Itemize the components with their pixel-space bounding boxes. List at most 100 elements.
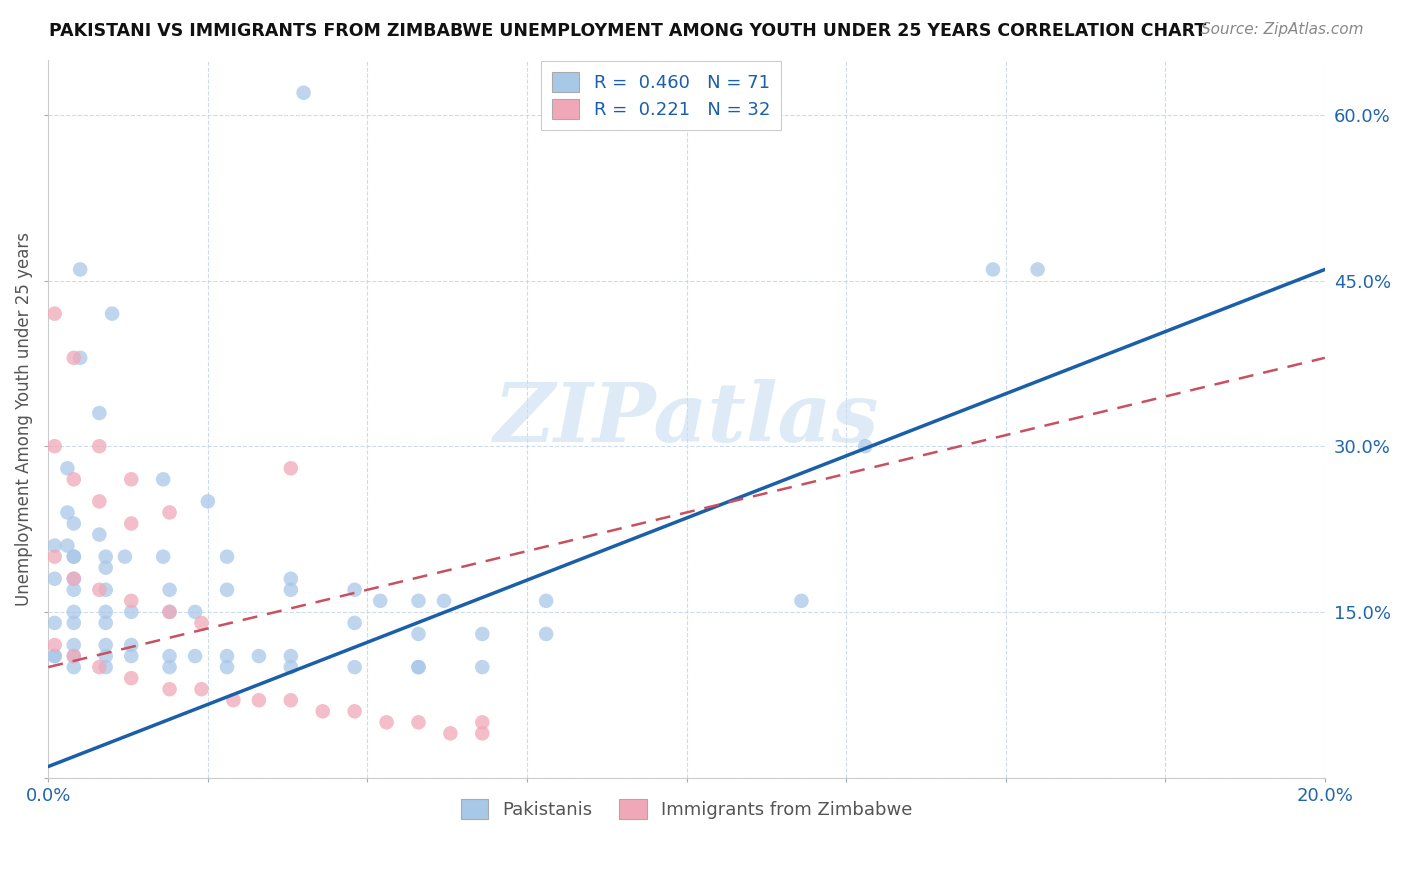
Point xyxy=(853,439,876,453)
Point xyxy=(280,572,302,586)
Point xyxy=(471,715,494,730)
Point xyxy=(94,648,117,663)
Point xyxy=(94,582,117,597)
Point xyxy=(44,648,66,663)
Point xyxy=(280,582,302,597)
Point xyxy=(433,594,456,608)
Point xyxy=(89,527,111,541)
Point xyxy=(1026,262,1049,277)
Point xyxy=(120,516,142,531)
Point xyxy=(62,351,84,365)
Y-axis label: Unemployment Among Youth under 25 years: Unemployment Among Youth under 25 years xyxy=(15,232,32,606)
Point xyxy=(94,660,117,674)
Point xyxy=(62,615,84,630)
Point xyxy=(120,648,142,663)
Point xyxy=(101,307,124,321)
Point xyxy=(62,605,84,619)
Point xyxy=(114,549,136,564)
Point xyxy=(89,439,111,453)
Point xyxy=(120,671,142,685)
Point xyxy=(215,582,238,597)
Point xyxy=(184,605,207,619)
Point xyxy=(62,549,84,564)
Point xyxy=(120,638,142,652)
Point xyxy=(89,494,111,508)
Point xyxy=(408,627,430,641)
Point xyxy=(62,549,84,564)
Point xyxy=(280,461,302,475)
Point xyxy=(56,506,79,520)
Point xyxy=(312,704,335,718)
Point xyxy=(368,594,391,608)
Point xyxy=(62,572,84,586)
Point xyxy=(62,648,84,663)
Point xyxy=(343,704,366,718)
Point xyxy=(94,549,117,564)
Point xyxy=(56,461,79,475)
Point xyxy=(471,726,494,740)
Point xyxy=(62,582,84,597)
Point xyxy=(790,594,813,608)
Point xyxy=(89,660,111,674)
Point xyxy=(343,615,366,630)
Point xyxy=(159,648,181,663)
Text: PAKISTANI VS IMMIGRANTS FROM ZIMBABWE UNEMPLOYMENT AMONG YOUTH UNDER 25 YEARS CO: PAKISTANI VS IMMIGRANTS FROM ZIMBABWE UN… xyxy=(49,22,1206,40)
Point xyxy=(44,439,66,453)
Point xyxy=(62,660,84,674)
Point xyxy=(343,660,366,674)
Point xyxy=(222,693,245,707)
Point xyxy=(292,86,315,100)
Point xyxy=(89,406,111,420)
Point xyxy=(159,660,181,674)
Point xyxy=(159,682,181,697)
Text: Source: ZipAtlas.com: Source: ZipAtlas.com xyxy=(1201,22,1364,37)
Point xyxy=(44,648,66,663)
Point xyxy=(408,715,430,730)
Point xyxy=(408,594,430,608)
Point xyxy=(375,715,398,730)
Point xyxy=(69,262,91,277)
Point xyxy=(89,582,111,597)
Point xyxy=(120,594,142,608)
Point xyxy=(152,472,174,486)
Point xyxy=(343,582,366,597)
Point xyxy=(280,660,302,674)
Point xyxy=(280,648,302,663)
Point xyxy=(184,648,207,663)
Point xyxy=(159,605,181,619)
Point xyxy=(215,648,238,663)
Point xyxy=(247,693,270,707)
Point xyxy=(190,615,212,630)
Point xyxy=(62,472,84,486)
Legend: Pakistanis, Immigrants from Zimbabwe: Pakistanis, Immigrants from Zimbabwe xyxy=(454,791,920,826)
Point xyxy=(471,627,494,641)
Point xyxy=(408,660,430,674)
Point xyxy=(94,615,117,630)
Point xyxy=(190,682,212,697)
Point xyxy=(159,506,181,520)
Point xyxy=(44,307,66,321)
Point xyxy=(534,594,557,608)
Point xyxy=(247,648,270,663)
Point xyxy=(44,615,66,630)
Point xyxy=(120,472,142,486)
Point xyxy=(159,605,181,619)
Point xyxy=(534,627,557,641)
Point xyxy=(471,660,494,674)
Point xyxy=(94,560,117,574)
Point xyxy=(197,494,219,508)
Point xyxy=(62,648,84,663)
Point xyxy=(152,549,174,564)
Point xyxy=(69,351,91,365)
Point xyxy=(94,605,117,619)
Point xyxy=(62,572,84,586)
Point xyxy=(44,549,66,564)
Point xyxy=(439,726,461,740)
Point xyxy=(94,638,117,652)
Point xyxy=(62,516,84,531)
Point xyxy=(44,572,66,586)
Point xyxy=(981,262,1004,277)
Point xyxy=(408,660,430,674)
Point xyxy=(159,582,181,597)
Point xyxy=(280,693,302,707)
